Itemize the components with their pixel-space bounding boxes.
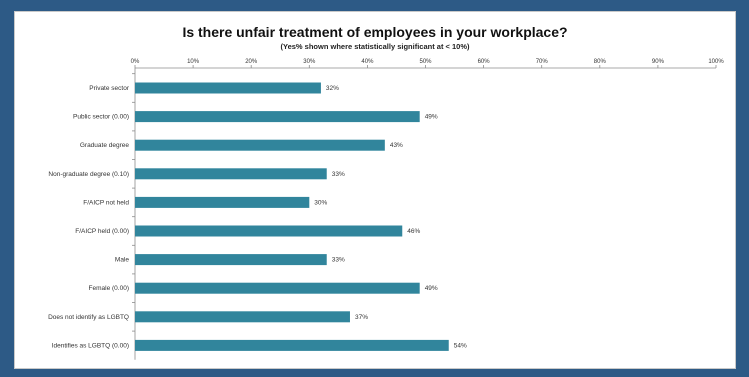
- bar: [135, 168, 327, 180]
- x-tick-label: 0%: [131, 59, 140, 65]
- bar: [135, 196, 310, 208]
- chart-subtitle: (Yes% shown where statistically signific…: [280, 42, 470, 51]
- data-label: 33%: [332, 257, 345, 264]
- category-label: Private sector: [89, 85, 130, 92]
- data-label: 32%: [326, 85, 339, 92]
- data-label: 49%: [425, 114, 438, 121]
- bar: [135, 282, 420, 294]
- data-label: 43%: [390, 142, 403, 149]
- x-tick-label: 10%: [187, 59, 200, 65]
- chart-frame: Is there unfair treatment of employees i…: [14, 11, 736, 369]
- category-label: Graduate degree: [80, 142, 130, 149]
- bar: [135, 254, 327, 266]
- bar-chart: 0% 10% 20% 30% 40% 50% 60% 70% 80% 90% 100% Privat…: [48, 59, 724, 360]
- data-label: 37%: [355, 314, 368, 321]
- data-label: 46%: [407, 228, 420, 235]
- category-label: F/AICP held (0.00): [75, 228, 129, 235]
- x-tick-label: 70%: [536, 59, 549, 65]
- category-label: Does not identify as LGBTQ: [48, 314, 129, 321]
- x-tick-label: 90%: [652, 59, 665, 65]
- x-tick-label: 50%: [419, 59, 432, 65]
- data-label: 30%: [314, 199, 327, 206]
- x-tick-label: 20%: [245, 59, 258, 65]
- x-tick-label: 30%: [303, 59, 316, 65]
- bar: [135, 339, 449, 351]
- bar: [135, 82, 321, 94]
- category-label: Female (0.00): [89, 285, 129, 292]
- category-label: Identifies as LGBTQ (0.00): [52, 342, 129, 349]
- bar: [135, 111, 420, 123]
- bar: [135, 225, 403, 237]
- bar: [135, 311, 350, 323]
- category-label: Public sector (0.00): [73, 114, 129, 121]
- category-label: Non-graduate degree (0.10): [48, 171, 129, 178]
- data-label: 54%: [454, 342, 467, 349]
- data-label: 49%: [425, 285, 438, 292]
- category-label: F/AICP not held: [83, 199, 129, 206]
- category-label: Male: [115, 257, 129, 264]
- x-tick-label: 100%: [708, 59, 724, 65]
- data-label: 33%: [332, 171, 345, 178]
- chart-title: Is there unfair treatment of employees i…: [182, 24, 568, 40]
- x-tick-label: 80%: [594, 59, 607, 65]
- x-tick-label: 60%: [478, 59, 491, 65]
- bar: [135, 139, 385, 151]
- x-tick-label: 40%: [361, 59, 374, 65]
